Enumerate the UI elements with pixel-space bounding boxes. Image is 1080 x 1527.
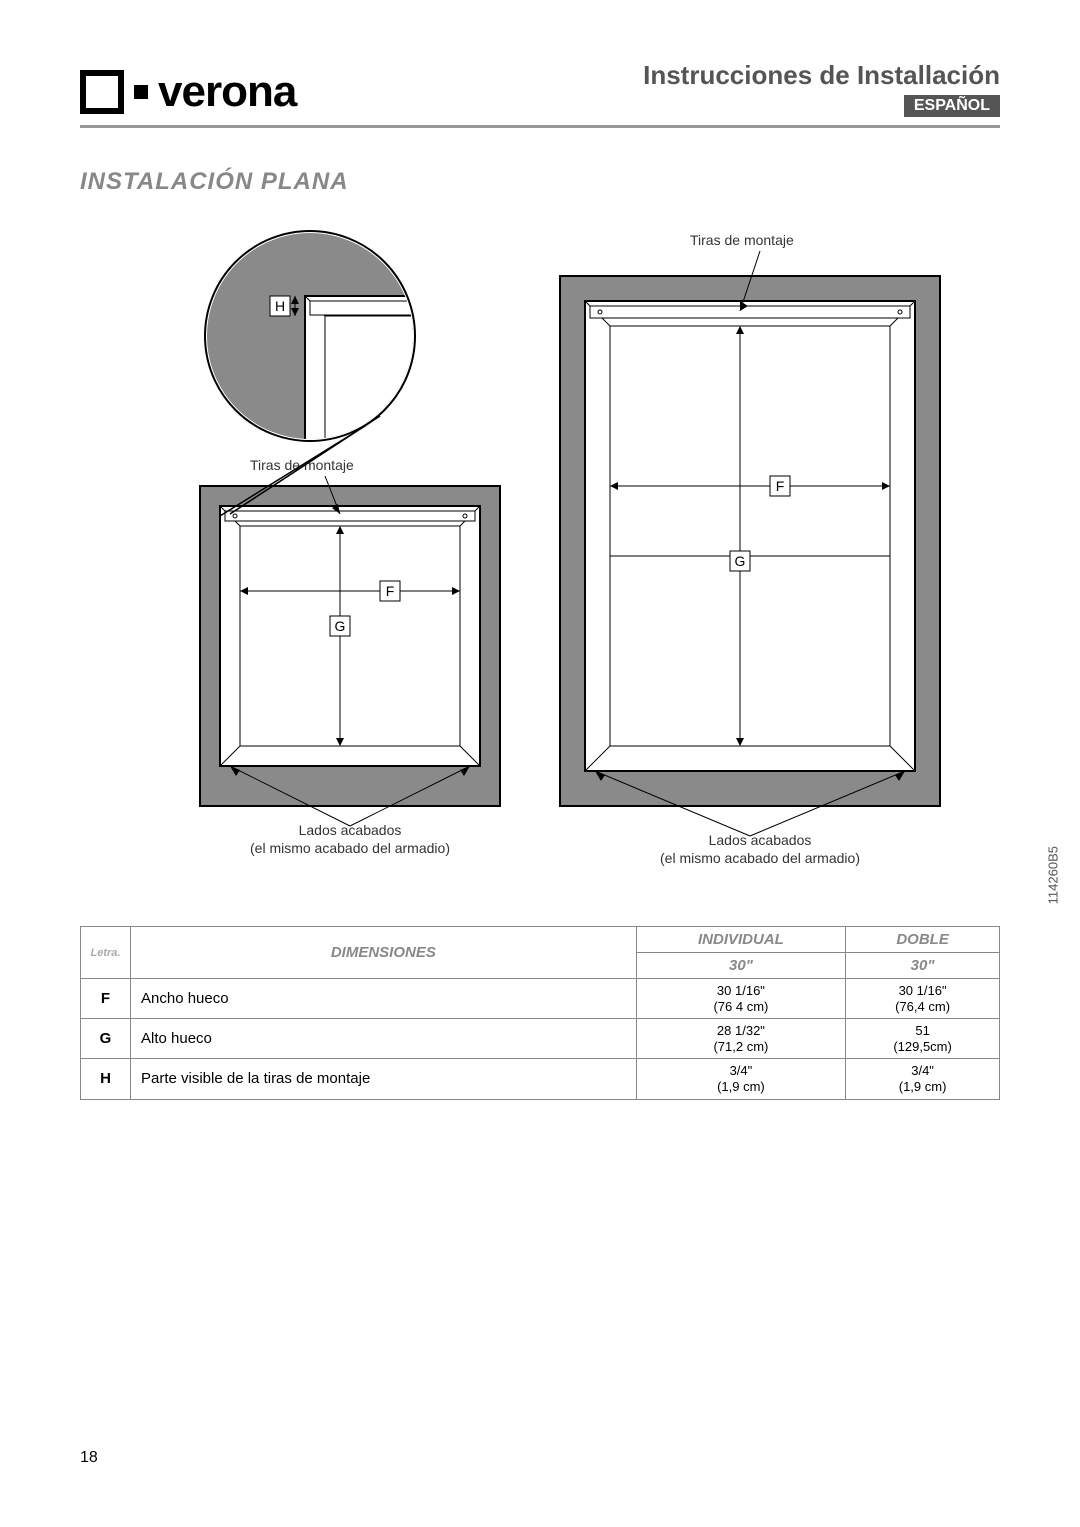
- mounting-strips-label-left: Tiras de montaje: [250, 456, 400, 474]
- finished-sides-caption-left: Lados acabados (el mismo acabado del arm…: [170, 821, 530, 857]
- diagram-area: F G Lados acabados (el mismo acabado del…: [80, 226, 1000, 866]
- table-row: G Alto hueco 28 1/32"(71,2 cm) 51(129,5c…: [81, 1019, 1000, 1059]
- col-ind-size: 30": [636, 953, 845, 979]
- installation-diagram: F G Lados acabados (el mismo acabado del…: [80, 226, 1000, 866]
- language-badge: ESPAÑOL: [904, 95, 1000, 117]
- table-body: F Ancho hueco 30 1/16"(76 4 cm) 30 1/16"…: [81, 979, 1000, 1100]
- table-row: H Parte visible de la tiras de montaje 3…: [81, 1059, 1000, 1099]
- table-row: F Ancho hueco 30 1/16"(76 4 cm) 30 1/16"…: [81, 979, 1000, 1019]
- page-header: verona Instrucciones de Installación ESP…: [80, 60, 1000, 128]
- dim-letter-f: F: [386, 583, 395, 599]
- col-individual: INDIVIDUAL: [636, 927, 845, 953]
- col-dob-size: 30": [846, 953, 1000, 979]
- mounting-strips-label-right: Tiras de montaje: [690, 231, 840, 249]
- svg-text:F: F: [776, 478, 785, 494]
- logo-square-icon: [80, 70, 124, 114]
- col-letra: Letra.: [81, 927, 131, 979]
- doc-title: Instrucciones de Installación: [643, 60, 1000, 91]
- finished-sides-caption-right: Lados acabados (el mismo acabado del arm…: [580, 831, 940, 866]
- brand-name: verona: [158, 67, 296, 117]
- doc-code: 114260B5: [1045, 846, 1060, 904]
- dimensions-table: Letra. DIMENSIONES INDIVIDUAL DOBLE 30" …: [80, 926, 1000, 1100]
- dim-letter-g: G: [335, 618, 346, 634]
- logo-dot-icon: [134, 85, 148, 99]
- brand-logo: verona: [80, 67, 296, 117]
- section-title: INSTALACIÓN PLANA: [80, 168, 1000, 196]
- svg-text:G: G: [735, 553, 746, 569]
- col-dimensiones: DIMENSIONES: [131, 927, 637, 979]
- dim-letter-h: H: [275, 298, 285, 314]
- header-right: Instrucciones de Installación ESPAÑOL: [643, 60, 1000, 117]
- page-number: 18: [80, 1449, 98, 1467]
- col-doble: DOBLE: [846, 927, 1000, 953]
